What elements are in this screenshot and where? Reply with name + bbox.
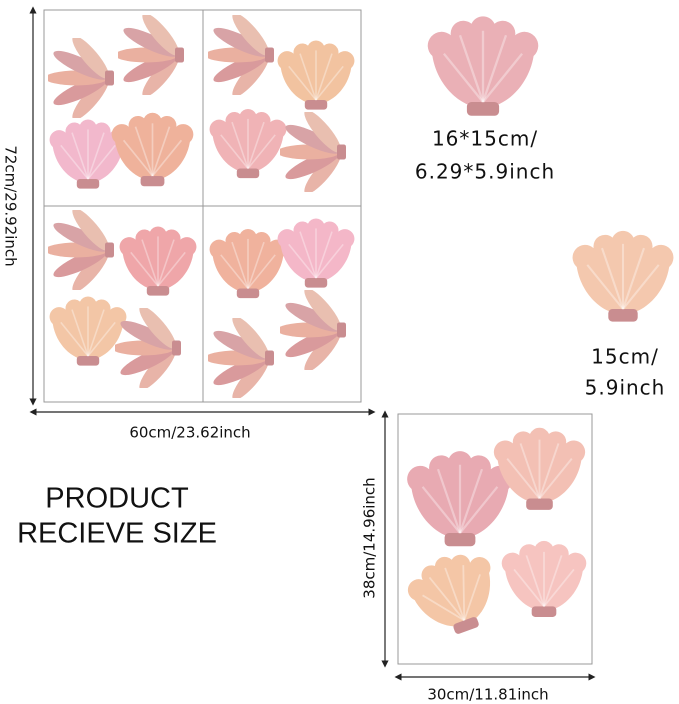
height-label: 72cm/29.92inch [2,145,20,266]
large-shell [426,15,540,118]
shell [406,450,514,548]
size-label: 5.9inch [585,376,666,400]
caption: PRODUCT [45,483,189,515]
shell [208,228,288,299]
shell [48,210,114,290]
shell [118,15,184,95]
shell [492,426,587,511]
shell [208,318,274,398]
shell [110,111,195,188]
shell [48,295,128,367]
small-shell [571,229,675,323]
height-label: 38cm/14.96inch [361,477,379,598]
shell [208,108,288,179]
shell [399,541,510,647]
size-label: 16*15cm/ [432,127,538,151]
shell [118,225,198,297]
width-label: 60cm/23.62inch [129,424,250,442]
width-label: 30cm/11.81inch [427,686,548,704]
caption: RECIEVE SIZE [17,518,217,550]
small-sheet [397,413,593,665]
shell [500,539,588,618]
shell [276,217,356,289]
shell [48,38,114,118]
shell [280,290,346,370]
shell [276,39,356,111]
size-label: 6.29*5.9inch [415,160,555,184]
shell [280,112,346,192]
shell [208,15,274,95]
size-label: 15cm/ [591,345,659,369]
shells [48,15,356,398]
